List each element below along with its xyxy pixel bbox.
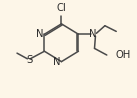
Text: Cl: Cl (57, 3, 66, 13)
Text: S: S (26, 55, 32, 65)
Text: OH: OH (115, 50, 131, 60)
Text: N: N (89, 29, 96, 39)
Text: N: N (36, 29, 43, 39)
Text: N: N (53, 57, 60, 67)
